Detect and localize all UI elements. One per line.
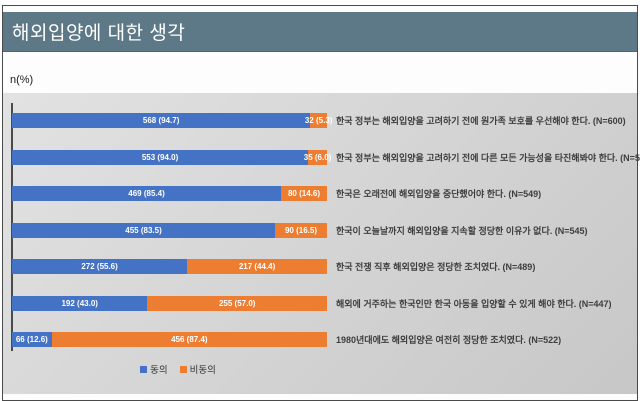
agree-segment-value-label: 66 (12.6) [15, 335, 48, 344]
chart-plot-area: 568 (94.7) 32 (5.3) 한국 정부는 해외입양을 고려하기 전에 원… [3, 93, 640, 394]
agree-segment-value-label: 455 (83.5) [125, 225, 162, 235]
category-label: 한국 전쟁 직후 해외입양은 정당한 조치였다. (N=489) [336, 262, 536, 272]
bar-row: 272 (55.6) 217 (44.4) 한국 전쟁 직후 해외입양은 정당한 조… [12, 259, 535, 274]
legend-item-disagree: 비동의 [179, 362, 216, 376]
stacked-bar: 66 (12.6) 456 (87.4) [12, 332, 327, 347]
bar-row: 553 (94.0) 35 (6.0) 한국 정부는 해외입양을 고려하기 전에 다… [12, 149, 640, 165]
stacked-bar: 455 (83.5) 90 (16.5) [12, 222, 327, 238]
agree-segment: 553 (94.0) [12, 149, 309, 165]
category-label: 한국 정부는 해외입양을 고려하기 전에 다른 모든 가능성을 타진해봐야 한다… [336, 152, 640, 163]
disagree-segment-value-label: 32 (5.3) [304, 116, 333, 125]
agree-segment-value-label: 469 (85.4) [128, 189, 165, 198]
category-label: 해외에 거주하는 한국인만 한국 아동을 입양할 수 있게 해야 한다. (N=… [336, 298, 612, 309]
agree-segment-value-label: 553 (94.0) [141, 152, 179, 162]
stacked-bar: 469 (85.4) 80 (14.6) [12, 186, 327, 201]
agree-segment: 469 (85.4) [12, 186, 281, 201]
stacked-bar: 553 (94.0) 35 (6.0) [12, 149, 331, 165]
category-label: 한국이 오늘날까지 해외입양을 지속할 정당한 이유가 없다. (N=545) [336, 225, 588, 236]
stacked-bar: 272 (55.6) 217 (44.4) [12, 259, 327, 274]
agree-segment: 272 (55.6) [12, 259, 188, 274]
disagree-segment: 32 (5.3) [305, 113, 332, 128]
bar-row: 568 (94.7) 32 (5.3) 한국 정부는 해외입양을 고려하기 전에 원… [12, 113, 626, 128]
agree-segment: 192 (43.0) [12, 295, 148, 311]
disagree-segment: 217 (44.4) [187, 259, 327, 274]
agree-swatch-icon [140, 365, 148, 373]
agree-segment: 66 (12.6) [12, 332, 52, 347]
disagree-segment: 35 (6.0) [304, 149, 331, 165]
bar-row: 66 (12.6) 456 (87.4) 1980년대에도 해외입양은 여전히 정당… [12, 332, 561, 347]
agree-segment-value-label: 192 (43.0) [61, 298, 98, 308]
disagree-segment-value-label: 217 (44.4) [238, 262, 276, 271]
category-label: 1980년대에도 해외입양은 여전히 정당한 조치였다. (N=522) [336, 335, 562, 345]
disagree-segment-value-label: 80 (14.6) [287, 189, 320, 198]
disagree-segment: 80 (14.6) [281, 186, 327, 201]
legend-label-agree: 동의 [150, 365, 168, 376]
category-label: 한국은 오래전에 해외입양을 중단했어야 한다. (N=549) [336, 189, 542, 199]
stacked-bar: 192 (43.0) 255 (57.0) [12, 295, 327, 311]
agree-segment-value-label: 568 (94.7) [142, 116, 180, 125]
bar-row: 455 (83.5) 90 (16.5) 한국이 오늘날까지 해외입양을 지속할 정… [12, 222, 588, 238]
page-title: 해외입양에 대한 생각 [12, 23, 186, 44]
disagree-swatch-icon [179, 365, 187, 373]
agree-segment: 568 (94.7) [12, 113, 311, 128]
disagree-segment: 90 (16.5) [275, 222, 327, 238]
legend-item-agree: 동의 [140, 362, 168, 376]
agree-segment-value-label: 272 (55.6) [81, 262, 118, 271]
category-label: 한국 정부는 해외입양을 고려하기 전에 원가족 보호를 우선해야 한다. (N… [336, 116, 626, 126]
stacked-bar: 568 (94.7) 32 (5.3) [12, 113, 332, 128]
bar-row: 469 (85.4) 80 (14.6) 한국은 오래전에 해외입양을 중단했어야 … [12, 186, 541, 201]
disagree-segment: 255 (57.0) [147, 295, 327, 311]
disagree-segment-value-label: 90 (16.5) [284, 225, 318, 235]
agree-segment: 455 (83.5) [12, 222, 276, 238]
bar-row: 192 (43.0) 255 (57.0) 해외에 거주하는 한국인만 한국 아동을… [12, 295, 612, 311]
disagree-segment: 456 (87.4) [51, 332, 327, 347]
axis-unit-label: n(%) [10, 74, 34, 86]
disagree-segment-value-label: 35 (6.0) [303, 152, 332, 162]
disagree-segment-value-label: 255 (57.0) [218, 298, 256, 308]
chart-legend: 동의 비동의 [78, 362, 278, 376]
slide-title-bar: 해외입양에 대한 생각 [3, 12, 637, 52]
legend-label-disagree: 비동의 [189, 365, 216, 376]
disagree-segment-value-label: 456 (87.4) [171, 335, 208, 344]
